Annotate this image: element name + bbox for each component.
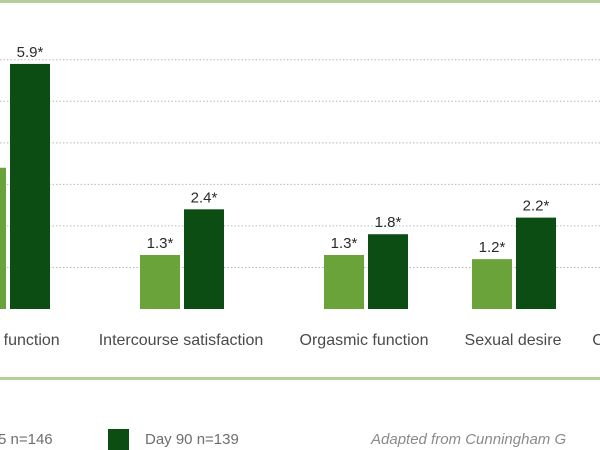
data-label-1-2: 1.3*: [147, 235, 174, 252]
bar-2-4: [516, 217, 556, 309]
source-note: Adapted from Cunningham G: [370, 431, 566, 448]
gridlines: [0, 59, 600, 268]
data-label-2-2: 2.4*: [191, 189, 218, 206]
category-label-1: e function: [0, 332, 60, 349]
bar-2-1: [10, 63, 50, 309]
data-label-2-3: 1.8*: [375, 214, 402, 231]
legend-label-series-1: 5 n=146: [0, 431, 53, 448]
legend: 5 n=146 Day 90 n=139: [0, 429, 239, 450]
bar-2-3: [368, 234, 408, 309]
category-label-4: Sexual desire: [465, 332, 562, 349]
bars: [0, 63, 556, 309]
legend-swatch-series-2: [108, 429, 129, 450]
bar-1-3: [324, 255, 364, 309]
data-label-1-3: 1.3*: [331, 235, 358, 252]
legend-label-series-2: Day 90 n=139: [145, 431, 239, 448]
data-label-1-4: 1.2*: [479, 239, 506, 256]
bar-1-1: [0, 167, 6, 309]
data-label-2-4: 2.2*: [523, 198, 550, 215]
data-label-2-1: 5.9*: [17, 44, 44, 61]
category-label-2: Intercourse satisfaction: [99, 332, 264, 349]
category-label-5: C: [592, 332, 600, 349]
data-labels: 5.9* 1.3* 2.4* 1.3* 1.8* 1.2* 2.2*: [17, 44, 550, 256]
bar-1-2: [140, 255, 180, 309]
bar-2-2: [184, 209, 224, 309]
bar-1-4: [472, 259, 512, 309]
category-label-3: Orgasmic function: [300, 332, 429, 349]
category-labels: e function Intercourse satisfaction Orgasm…: [0, 332, 600, 349]
